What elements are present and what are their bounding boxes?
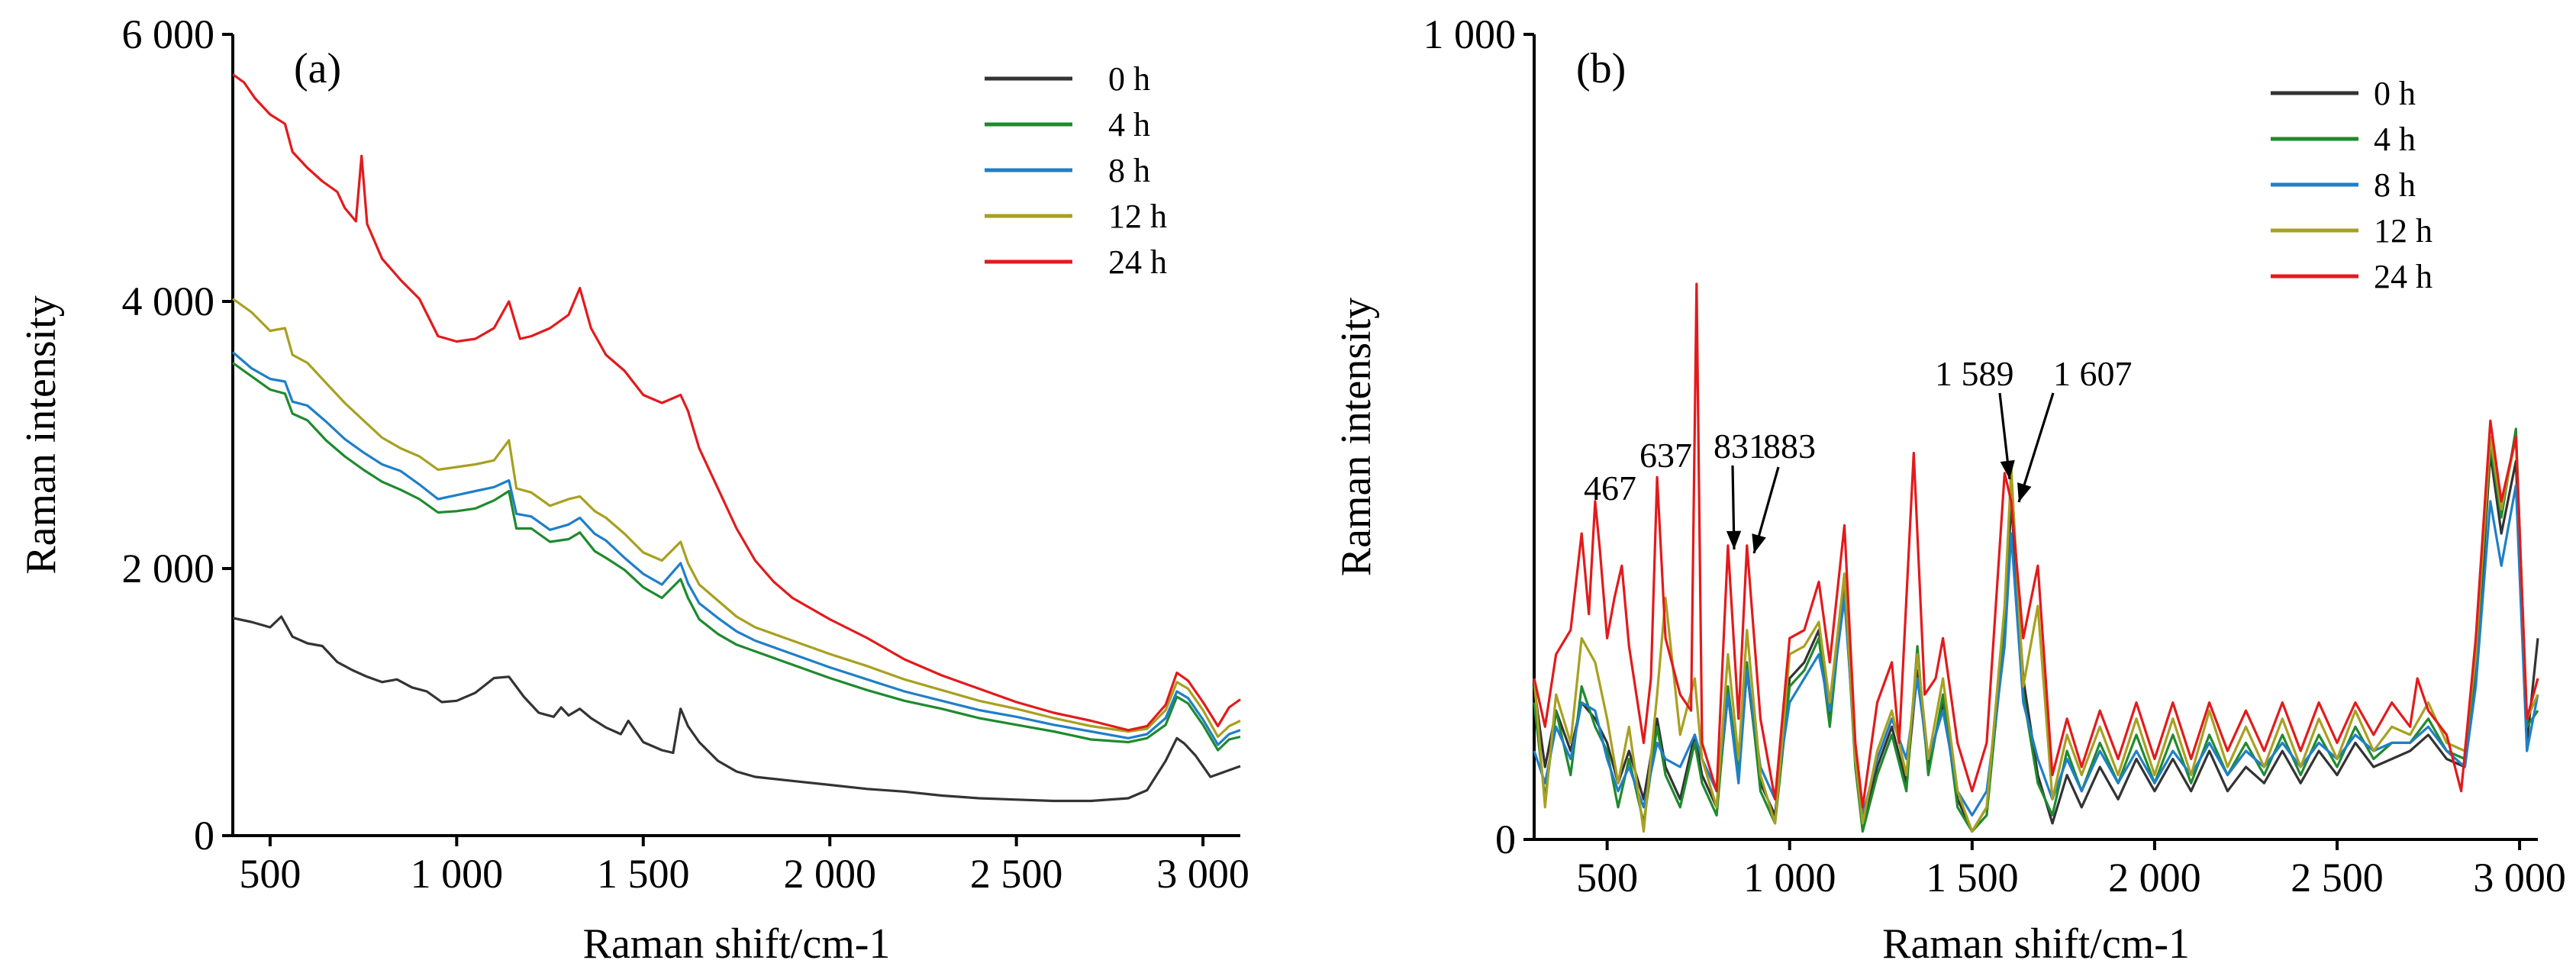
series-line-8h	[1533, 484, 2539, 817]
peak-annotation: 883	[1763, 427, 1816, 466]
series-line-8h	[231, 351, 1241, 746]
series-line-24h	[1533, 282, 2539, 809]
y-tick-label: 4 000	[122, 279, 215, 324]
y-axis-label: Raman intensity	[18, 295, 65, 575]
annotation-arrow-head	[1752, 533, 1766, 553]
peak-annotation: 467	[1584, 469, 1636, 507]
x-tick-label: 2 000	[783, 851, 876, 897]
series-line-12h	[1533, 435, 2539, 833]
x-tick-label: 2 000	[2108, 855, 2201, 901]
legend-label: 0 h	[1108, 60, 1150, 98]
annotation-arrow-head	[2017, 482, 2032, 502]
y-tick-label: 0	[1495, 817, 1516, 862]
y-axis-label: Raman intensity	[1333, 298, 1380, 577]
legend-label: 8 h	[1108, 152, 1150, 189]
legend-label: 8 h	[2374, 166, 2416, 204]
peak-annotation: 831	[1714, 427, 1766, 466]
x-tick-label: 3 000	[2473, 855, 2566, 901]
legend-label: 0 h	[2374, 75, 2416, 112]
annotation-arrow-head	[2000, 459, 2015, 479]
x-tick-label: 500	[1576, 855, 1638, 901]
x-axis-label: Raman shift/cm-1	[583, 920, 891, 968]
y-tick-label: 0	[194, 813, 214, 859]
legend-label: 12 h	[1108, 198, 1167, 235]
x-tick-label: 2 500	[970, 851, 1063, 897]
panel-label: (b)	[1576, 45, 1626, 92]
legend-label: 12 h	[2374, 212, 2433, 250]
x-tick-label: 1 000	[411, 851, 504, 897]
x-tick-label: 3 000	[1156, 851, 1249, 897]
y-tick-label: 2 000	[122, 546, 215, 591]
peak-annotation: 1 607	[2053, 354, 2133, 393]
series-line-24h	[232, 73, 1241, 732]
x-axis-label: Raman shift/cm-1	[1882, 920, 2190, 968]
panel-b-chart: 500 1 000 1 500 2 000 2 500 3 000 0 1 000 Raman …	[1333, 11, 2566, 968]
legend-label: 24 h	[2374, 258, 2433, 295]
annotation-arrow-line	[2017, 392, 2055, 503]
x-tick-label: 1 000	[1743, 855, 1836, 901]
annotation-arrow-head	[1726, 530, 1742, 549]
x-tick-label: 500	[239, 851, 301, 897]
panel-label: (a)	[294, 45, 341, 92]
x-tick-label: 2 500	[2291, 855, 2384, 901]
legend-label: 24 h	[1108, 243, 1167, 281]
y-tick-label: 1 000	[1423, 11, 1517, 57]
x-tick-label: 1 500	[597, 851, 690, 897]
legend-label: 4 h	[2374, 121, 2416, 158]
series-line-0h	[232, 615, 1241, 803]
series-line-4h	[232, 362, 1241, 752]
peak-annotation: 637	[1639, 436, 1692, 475]
peak-annotation: 1 589	[1935, 354, 2014, 393]
panel-a-chart: 500 1 000 1 500 2 000 2 500 3 000 0 2 000 4 000 6…	[18, 11, 1249, 968]
x-tick-label: 1 500	[1926, 855, 2019, 901]
y-tick-label: 6 000	[122, 11, 215, 57]
legend-label: 4 h	[1108, 106, 1150, 143]
series-line-4h	[1533, 427, 2539, 833]
series-line-12h	[232, 298, 1241, 739]
